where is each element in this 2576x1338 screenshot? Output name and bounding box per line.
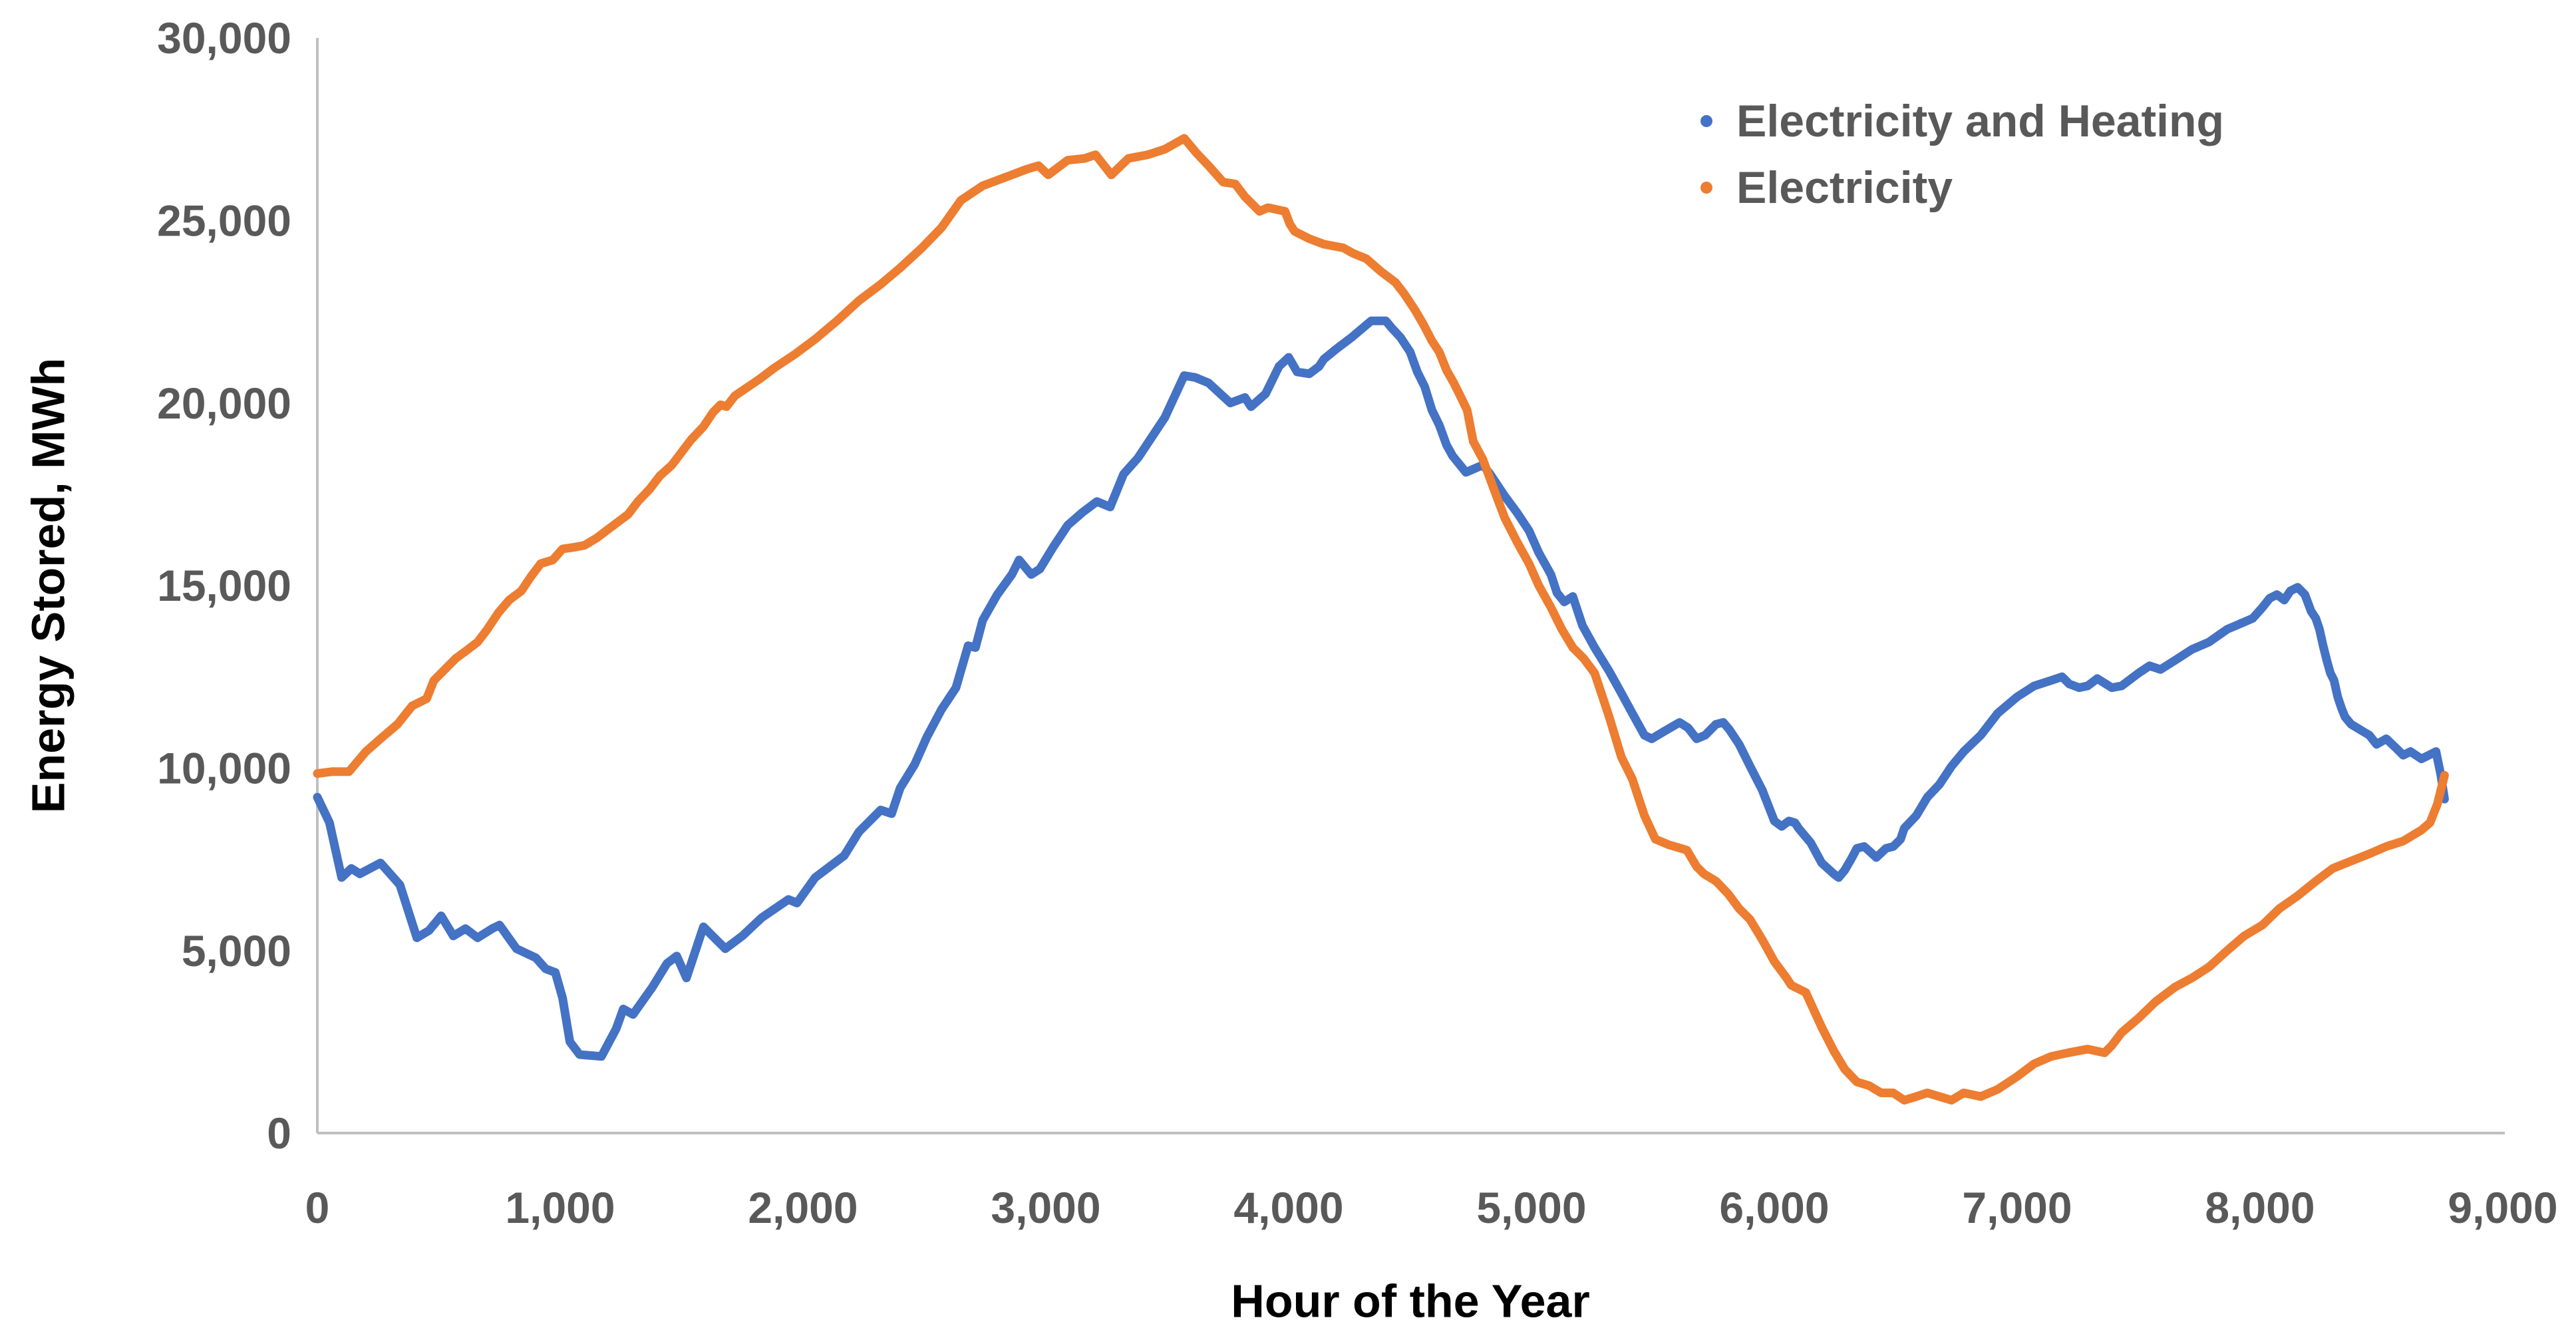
y-tick-label: 5,000 bbox=[182, 926, 291, 975]
y-tick-label: 30,000 bbox=[157, 13, 291, 63]
y-tick-label: 20,000 bbox=[157, 379, 291, 428]
legend-label-electricity: Electricity bbox=[1736, 162, 1953, 213]
x-tick-label: 3,000 bbox=[991, 1183, 1100, 1232]
x-axis-title: Hour of the Year bbox=[1231, 1275, 1589, 1327]
legend-item-electricity-and-heating: Electricity and Heating bbox=[1700, 98, 2224, 144]
series-layer bbox=[313, 134, 2449, 1105]
y-tick-label: 10,000 bbox=[157, 743, 291, 792]
legend-marker-electricity-icon bbox=[1700, 182, 1712, 194]
series-line-electricity-and-heating bbox=[313, 316, 2449, 1061]
y-tick-label: 0 bbox=[267, 1108, 291, 1158]
y-tick-label: 15,000 bbox=[157, 561, 291, 610]
axes-layer bbox=[316, 38, 2505, 1134]
y-axis-title: Energy Stored, MWh bbox=[23, 358, 75, 813]
x-tick-label: 0 bbox=[305, 1183, 330, 1232]
legend: Electricity and Heating Electricity bbox=[1700, 98, 2224, 210]
x-tick-label: 1,000 bbox=[505, 1183, 615, 1232]
tick-labels-layer: 0 5,000 10,000 15,000 20,000 25,000 30,000 0 1,0… bbox=[157, 13, 2557, 1232]
x-tick-label: 2,000 bbox=[748, 1183, 858, 1232]
legend-label-electricity-and-heating: Electricity and Heating bbox=[1736, 96, 2225, 146]
x-tick-label: 4,000 bbox=[1233, 1183, 1343, 1232]
series-line-electricity bbox=[313, 134, 2449, 1105]
x-tick-label: 5,000 bbox=[1476, 1183, 1586, 1232]
x-tick-label: 7,000 bbox=[1962, 1183, 2072, 1232]
x-tick-label: 6,000 bbox=[1719, 1183, 1829, 1232]
x-tick-label: 8,000 bbox=[2205, 1183, 2315, 1232]
y-tick-label: 25,000 bbox=[157, 196, 291, 245]
legend-marker-electricity-and-heating-icon bbox=[1700, 115, 1712, 127]
x-tick-label: 9,000 bbox=[2448, 1183, 2557, 1232]
legend-item-electricity: Electricity bbox=[1700, 165, 2224, 210]
